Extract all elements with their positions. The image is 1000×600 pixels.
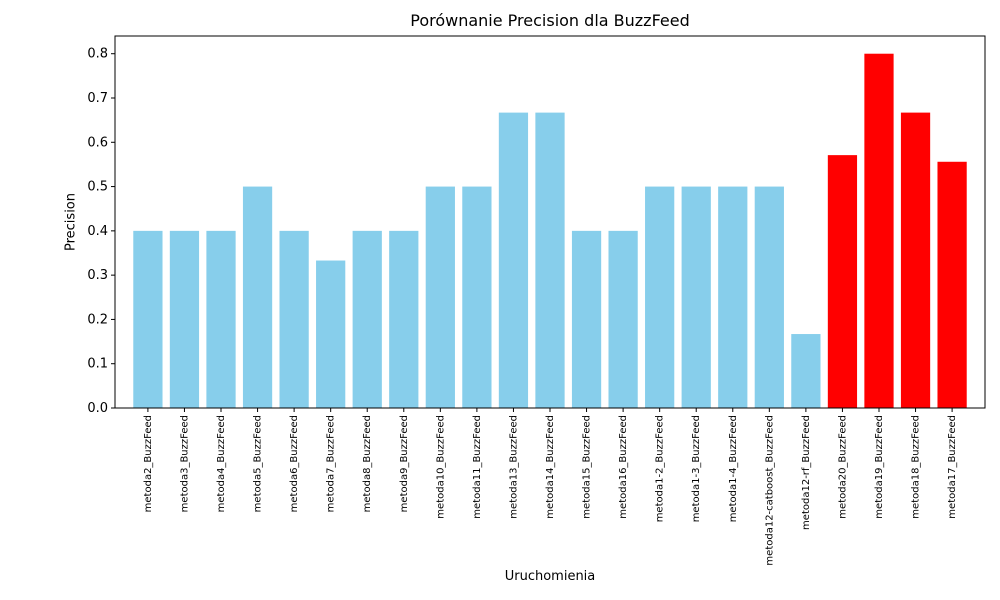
x-tick-label: metoda1-2_BuzzFeed [655, 415, 666, 522]
x-tick-label: metoda15_BuzzFeed [582, 415, 593, 519]
bar [754, 186, 784, 408]
x-axis: metoda2_BuzzFeed metoda3_BuzzFeed metoda4_… [143, 408, 958, 566]
chart-title: Porównanie Precision dla BuzzFeed [410, 11, 690, 30]
x-tick-label: metoda4_BuzzFeed [216, 415, 227, 512]
x-tick-label: metoda6_BuzzFeed [289, 415, 300, 512]
bar [352, 230, 382, 408]
bar [535, 112, 565, 409]
bar [206, 230, 236, 408]
x-tick-label: metoda12-catboost_BuzzFeed [764, 415, 775, 566]
x-tick-label: metoda17_BuzzFeed [947, 415, 958, 519]
bar [571, 230, 602, 408]
x-tick-label: metoda8_BuzzFeed [362, 415, 373, 512]
x-tick-label: metoda1-3_BuzzFeed [691, 415, 702, 522]
bar [718, 186, 748, 408]
bar [937, 161, 967, 408]
y-tick-label: 0.0 [87, 401, 108, 416]
bar [169, 230, 200, 408]
y-tick-label: 0.7 [87, 91, 108, 106]
x-tick-label: metoda19_BuzzFeed [874, 415, 885, 519]
x-tick-label: metoda5_BuzzFeed [253, 415, 264, 512]
bar [279, 230, 309, 408]
bar [791, 334, 821, 408]
x-tick-label: metoda13_BuzzFeed [508, 415, 519, 519]
y-tick-label: 0.8 [87, 47, 108, 62]
bar [462, 186, 492, 408]
bar [864, 53, 894, 409]
x-tick-label: metoda7_BuzzFeed [326, 415, 337, 512]
y-tick-label: 0.6 [87, 135, 108, 150]
bar [242, 186, 273, 408]
x-tick-label: metoda12-rf_BuzzFeed [801, 415, 812, 530]
x-tick-label: metoda9_BuzzFeed [399, 415, 410, 512]
x-tick-label: metoda20_BuzzFeed [837, 415, 848, 519]
y-tick-label: 0.3 [87, 268, 108, 283]
y-tick-label: 0.1 [87, 357, 108, 372]
x-tick-label: metoda11_BuzzFeed [472, 415, 483, 519]
x-tick-label: metoda16_BuzzFeed [618, 415, 629, 519]
bar [608, 230, 638, 408]
x-tick-label: metoda1-4_BuzzFeed [728, 415, 739, 522]
x-tick-label: metoda10_BuzzFeed [435, 415, 446, 519]
bars [133, 53, 967, 409]
y-tick-label: 0.2 [87, 312, 108, 327]
bar [645, 186, 675, 408]
x-tick-label: metoda2_BuzzFeed [143, 415, 154, 512]
x-axis-label: Uruchomienia [504, 569, 596, 584]
bar [133, 230, 163, 408]
bar [900, 112, 931, 409]
bar [498, 112, 529, 409]
x-tick-label: metoda3_BuzzFeed [179, 415, 190, 512]
y-tick-label: 0.5 [87, 180, 108, 195]
x-tick-label: metoda18_BuzzFeed [911, 415, 922, 519]
bar [425, 186, 455, 408]
y-tick-label: 0.4 [87, 224, 108, 239]
y-axis: 0.0 0.1 0.2 0.3 0.4 0.5 0.6 0.7 0.8 [87, 47, 115, 416]
bar [827, 155, 858, 408]
x-tick-label: metoda14_BuzzFeed [545, 415, 556, 519]
bar [389, 230, 419, 408]
bar [681, 186, 711, 408]
bar [316, 260, 346, 408]
